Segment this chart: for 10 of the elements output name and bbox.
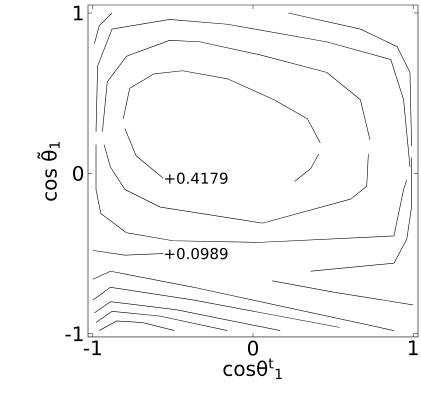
y-tick-label: 0 [73,166,84,181]
annotation: +0.0989 [165,248,228,260]
y-tick-label: 1 [74,6,83,20]
x-tick-label: 1 [409,340,418,356]
x-axis-title: cosθ$^{t}$1 [223,358,282,379]
x-tick-label: 0 [248,340,258,356]
y-axis-title: cos θ̃$_{1}$ [37,142,60,201]
x-tick-label: -1 [84,340,101,356]
annotation: +0.4179 [165,172,228,184]
y-tick-label: -1 [66,326,83,342]
